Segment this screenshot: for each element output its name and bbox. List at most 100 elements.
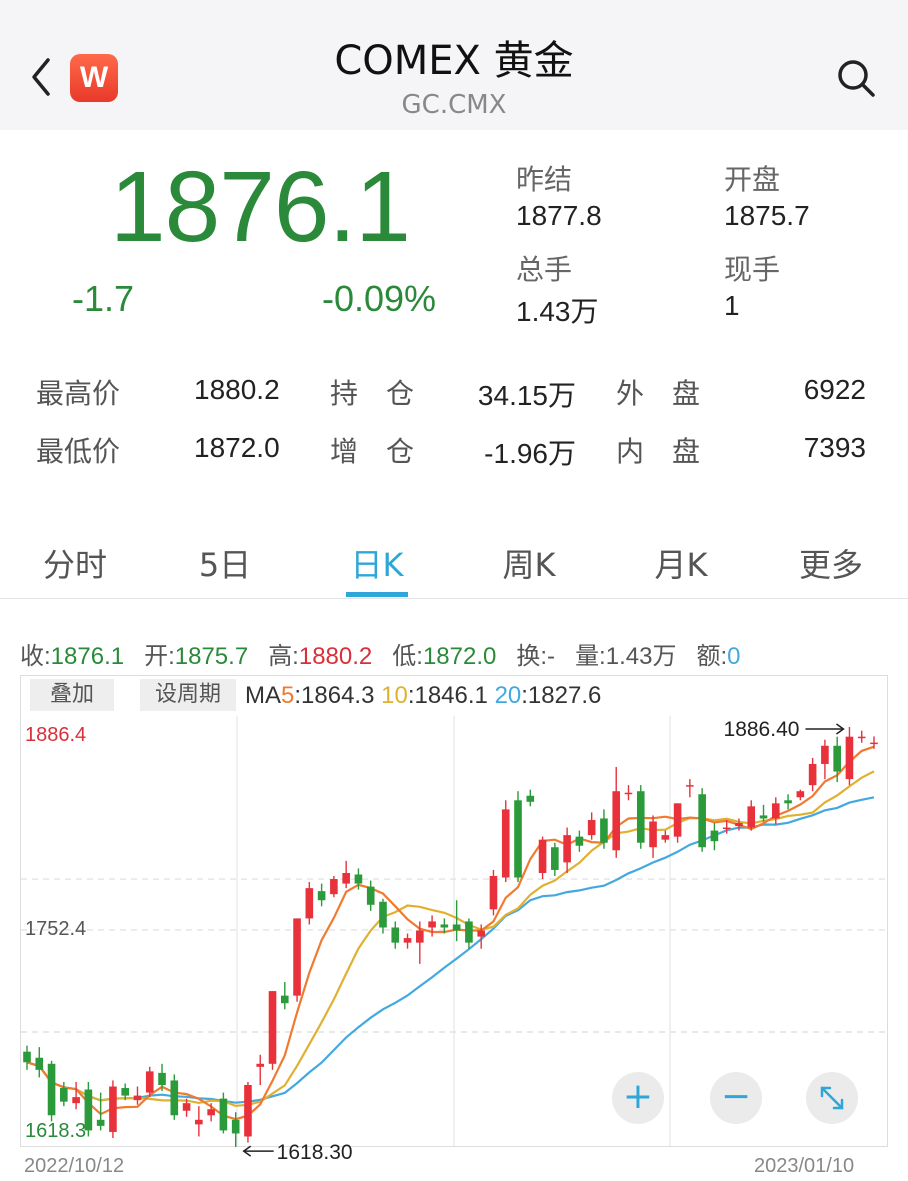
last-price: 1876.1 xyxy=(110,151,411,263)
candle-body xyxy=(501,809,510,878)
ohlc-info-line: 收:1876.1 开:1875.7 高:1880.2 低:1872.0 换:- … xyxy=(20,636,741,671)
candle-body xyxy=(47,1063,56,1116)
turnover-label: 换: xyxy=(516,643,548,670)
zoom-out-button[interactable]: − xyxy=(710,1072,762,1124)
candle-body xyxy=(121,1088,130,1096)
detail-value-inner-volume: 7393 xyxy=(803,432,866,463)
detail-label-oi-change: 增 仓 xyxy=(330,435,415,468)
candle-body xyxy=(170,1080,179,1116)
candle-body xyxy=(403,938,412,943)
candle-body xyxy=(231,1119,240,1134)
page-title: COMEX 黄金 xyxy=(334,38,574,84)
back-button[interactable] xyxy=(24,52,60,102)
candle-body xyxy=(60,1088,68,1102)
open-value: 1875.7 xyxy=(174,643,249,670)
ma-prefix: MA xyxy=(245,682,281,709)
stat-label-open: 开盘 xyxy=(724,163,781,196)
candle-body xyxy=(440,924,449,928)
search-button[interactable] xyxy=(834,56,878,100)
close-value: 1876.1 xyxy=(50,643,125,670)
ma5-period: 5 xyxy=(281,682,295,709)
candle-body xyxy=(538,839,547,873)
candle-body xyxy=(489,876,498,910)
app-logo[interactable]: W xyxy=(70,54,118,102)
candle-body xyxy=(821,745,829,764)
detail-value-low: 1872.0 xyxy=(194,432,280,463)
candle-body xyxy=(465,921,473,943)
candle-body xyxy=(72,1097,80,1104)
candle-body xyxy=(759,815,768,819)
zoom-in-button[interactable]: + xyxy=(612,1072,664,1124)
candle-body xyxy=(514,800,522,878)
candle-body xyxy=(796,791,805,798)
detail-label-low: 最低价 xyxy=(36,435,121,468)
ma-legend: MA5:1864.3 10:1846.1 20:1827.6 xyxy=(245,682,601,710)
candle-body xyxy=(551,847,559,870)
candle-body xyxy=(268,991,277,1064)
candle-body xyxy=(96,1119,105,1126)
open-label: 开: xyxy=(144,643,175,670)
candle-body xyxy=(195,1119,203,1125)
chevron-left-icon xyxy=(32,58,50,96)
volume-label: 量: xyxy=(575,643,606,670)
candle-body xyxy=(158,1072,166,1085)
candle-body xyxy=(735,823,743,827)
candle-body xyxy=(256,1063,265,1067)
candle-body xyxy=(698,794,706,848)
candle-body xyxy=(870,742,878,745)
price-change: -1.7 xyxy=(72,278,135,319)
stat-label-prev-settle: 昨结 xyxy=(516,163,573,196)
x-axis-start-date: 2022/10/12 xyxy=(24,1155,125,1177)
candle-body xyxy=(452,924,461,931)
detail-label-outer-volume: 外 盘 xyxy=(616,377,701,410)
low-value: 1872.0 xyxy=(422,643,497,670)
candle-body xyxy=(808,763,817,786)
candle-body xyxy=(686,785,694,787)
candle-body xyxy=(833,745,841,772)
candle-body xyxy=(379,901,387,928)
kline-chart-frame[interactable] xyxy=(20,675,888,1147)
detail-value-open-interest: 34.15万 xyxy=(477,380,576,411)
candle-body xyxy=(219,1098,228,1131)
candle-body xyxy=(280,995,289,1004)
tab-daily-k[interactable]: 日K xyxy=(350,546,404,584)
amount-label: 额: xyxy=(696,643,728,670)
tab-weekly-k[interactable]: 周K xyxy=(502,546,556,584)
ma20-period: 20 xyxy=(494,682,522,709)
high-annotation-arrow-head xyxy=(836,723,845,735)
fullscreen-button[interactable] xyxy=(806,1072,858,1124)
ma5-value: :1864.3 xyxy=(294,682,375,709)
nav-header: W COMEX 黄金 GC.CMX xyxy=(0,0,908,130)
candle-body xyxy=(857,736,866,739)
candle-body xyxy=(600,818,608,843)
detail-value-oi-change: -1.96万 xyxy=(484,438,576,469)
y-axis-label-bottom: 1618.3 xyxy=(25,1120,87,1142)
ma20-line xyxy=(26,796,875,1104)
ma10-line xyxy=(26,770,875,1108)
candle-body xyxy=(587,819,596,836)
candle-body xyxy=(133,1095,142,1101)
candle-body xyxy=(784,800,792,804)
tab-5day[interactable]: 5日 xyxy=(198,546,252,584)
candle-body xyxy=(722,827,731,830)
overlay-button[interactable]: 叠加 xyxy=(30,679,114,711)
candle-body xyxy=(526,795,535,802)
candle-body xyxy=(330,879,338,895)
stat-value-current-volume: 1 xyxy=(724,290,740,321)
candle-body xyxy=(391,927,400,943)
tab-intraday[interactable]: 分时 xyxy=(42,546,107,584)
stat-value-open: 1875.7 xyxy=(724,200,810,231)
ma10-period: 10 xyxy=(381,682,408,709)
tab-monthly-k[interactable]: 月K xyxy=(654,546,708,584)
tab-divider xyxy=(0,598,908,599)
candle-body xyxy=(35,1057,44,1070)
high-value: 1880.2 xyxy=(298,643,373,670)
low-annotation-label: 1618.30 xyxy=(277,1141,353,1164)
candle-body xyxy=(624,792,633,795)
search-icon xyxy=(838,60,875,97)
tab-more[interactable]: 更多 xyxy=(798,546,863,584)
set-period-button[interactable]: 设周期 xyxy=(140,679,236,711)
active-tab-indicator xyxy=(346,592,408,597)
stat-label-current-volume: 现手 xyxy=(724,253,781,286)
close-label: 收: xyxy=(20,643,51,670)
